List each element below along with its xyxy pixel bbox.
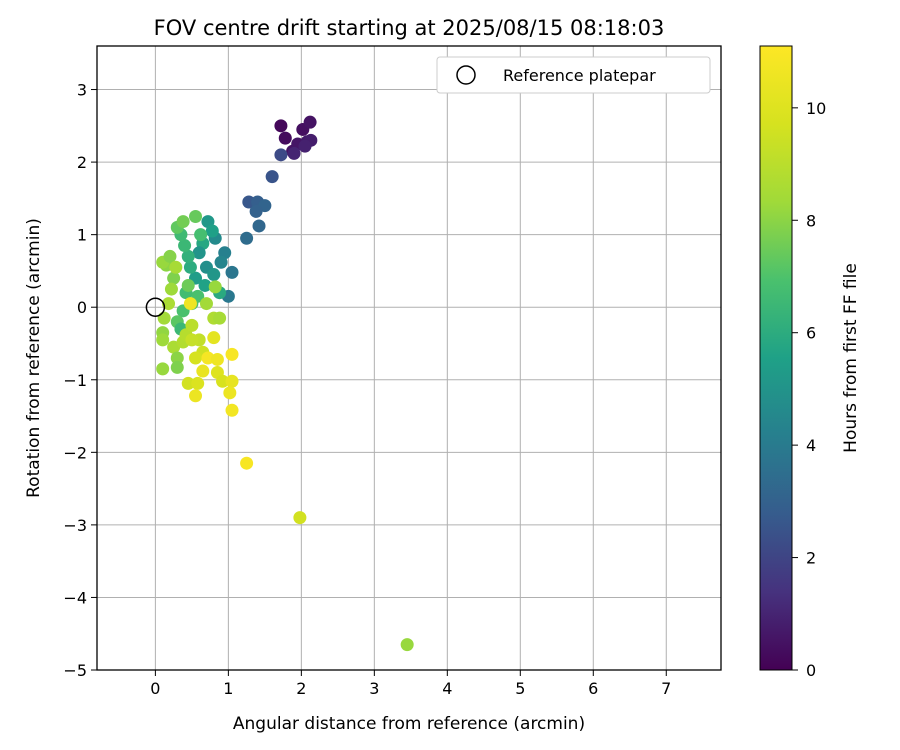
chart-title: FOV centre drift starting at 2025/08/15 … xyxy=(154,16,665,40)
y-tick-label: 3 xyxy=(77,81,87,100)
data-point xyxy=(178,239,192,253)
data-point xyxy=(185,318,199,332)
data-point xyxy=(176,215,190,229)
data-point xyxy=(252,219,266,233)
y-tick-label: 0 xyxy=(77,298,87,317)
colorbar-ticks: 0 2 4 6 8 10 xyxy=(792,99,826,680)
data-point xyxy=(199,297,213,311)
data-point xyxy=(225,347,239,361)
data-point xyxy=(210,352,224,366)
y-tick-label: −3 xyxy=(63,516,87,535)
data-point xyxy=(240,231,254,245)
x-axis-label: Angular distance from reference (arcmin) xyxy=(233,714,585,734)
data-point xyxy=(207,268,221,282)
grid xyxy=(97,46,721,671)
y-tick-label: −1 xyxy=(63,371,87,390)
data-point xyxy=(274,119,288,133)
data-point xyxy=(208,280,222,294)
data-point xyxy=(156,362,170,376)
data-point xyxy=(216,374,230,388)
x-tick-label: 7 xyxy=(661,679,671,698)
colorbar-tick-label: 10 xyxy=(806,99,826,118)
colorbar-tick-label: 4 xyxy=(806,436,816,455)
data-point xyxy=(183,260,197,274)
y-axis-ticks: −5 −4 −3 −2 −1 0 1 2 3 xyxy=(63,81,97,680)
data-point xyxy=(181,376,195,390)
data-point xyxy=(225,265,239,279)
y-tick-label: −2 xyxy=(63,443,87,462)
data-point xyxy=(163,249,177,263)
data-point xyxy=(207,331,221,345)
data-point xyxy=(181,249,195,263)
y-axis-label: Rotation from reference (arcmin) xyxy=(24,218,44,498)
data-point xyxy=(157,311,171,325)
data-point xyxy=(198,278,212,292)
colorbar-tick-label: 8 xyxy=(806,211,816,230)
y-tick-label: −5 xyxy=(63,661,87,680)
data-point xyxy=(170,351,184,365)
plot-frame xyxy=(96,45,722,671)
data-point xyxy=(156,333,170,347)
data-point xyxy=(181,278,195,292)
data-point xyxy=(164,282,178,296)
data-point xyxy=(214,255,228,269)
x-tick-label: 0 xyxy=(150,679,160,698)
data-point xyxy=(249,204,263,218)
x-tick-label: 3 xyxy=(369,679,379,698)
data-point xyxy=(298,139,312,153)
data-point xyxy=(278,131,292,145)
data-point xyxy=(240,456,254,470)
x-tick-label: 5 xyxy=(515,679,525,698)
x-tick-label: 1 xyxy=(223,679,233,698)
data-point xyxy=(287,146,301,160)
data-point xyxy=(189,210,203,224)
x-tick-label: 4 xyxy=(442,679,452,698)
data-point xyxy=(167,271,181,285)
data-point xyxy=(196,364,210,378)
data-point xyxy=(274,148,288,162)
data-point xyxy=(194,228,208,242)
legend-box xyxy=(436,56,711,94)
x-tick-label: 6 xyxy=(588,679,598,698)
data-point xyxy=(192,246,206,260)
data-point xyxy=(189,389,203,403)
data-point xyxy=(205,224,219,238)
data-point xyxy=(185,333,199,347)
y-tick-label: 2 xyxy=(77,153,87,172)
reference-platepar-marker xyxy=(145,297,166,317)
data-point xyxy=(303,115,317,129)
data-point xyxy=(191,376,205,390)
colorbar-tick-label: 2 xyxy=(806,549,816,568)
legend-entry-reference: Reference platepar xyxy=(503,66,656,85)
data-point xyxy=(213,311,227,325)
data-point xyxy=(167,340,181,354)
data-point xyxy=(183,297,197,311)
colorbar-label: Hours from first FF file xyxy=(841,263,861,453)
colorbar: 0 2 4 6 8 10 Hours from first FF file xyxy=(759,45,861,680)
legend-marker-icon xyxy=(456,65,476,85)
x-tick-label: 2 xyxy=(296,679,306,698)
data-point xyxy=(223,386,237,400)
data-point xyxy=(225,403,239,417)
data-point xyxy=(169,260,183,274)
legend: Reference platepar xyxy=(436,56,711,94)
data-point xyxy=(225,374,239,388)
data-point xyxy=(162,297,176,311)
colorbar-tick-label: 0 xyxy=(806,661,816,680)
data-point xyxy=(400,638,414,652)
data-point xyxy=(265,170,279,184)
data-point xyxy=(170,360,184,374)
y-tick-label: 1 xyxy=(77,226,87,245)
y-tick-label: −4 xyxy=(63,588,87,607)
x-axis-ticks: 0 1 2 3 4 5 6 7 xyxy=(150,670,671,698)
colorbar-gradient xyxy=(759,45,793,671)
colorbar-tick-label: 6 xyxy=(806,324,816,343)
data-point xyxy=(293,511,307,525)
data-point xyxy=(189,351,203,365)
data-points xyxy=(156,115,414,652)
